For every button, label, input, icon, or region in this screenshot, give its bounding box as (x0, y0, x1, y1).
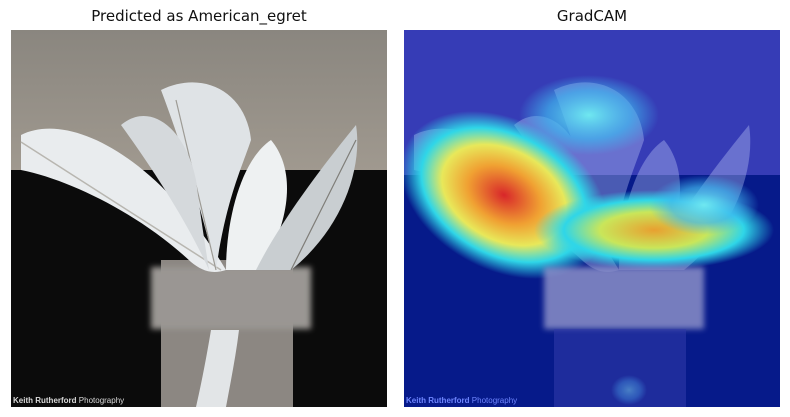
photo-watermark: Keith Rutherford Photography (13, 396, 125, 405)
heat-glow-right (649, 175, 759, 235)
gradcam-panel-title: GradCAM (556, 7, 628, 25)
feather-photo (11, 30, 387, 407)
blurred-region (151, 267, 311, 329)
gradcam-image: Keith Rutherford Photography (404, 30, 780, 407)
blurred-region (544, 267, 704, 329)
heat-glow-top (519, 75, 659, 155)
original-image: Keith Rutherford Photography (11, 30, 387, 407)
original-panel: Predicted as American_egret (11, 0, 387, 417)
original-panel-title: Predicted as American_egret (91, 7, 307, 25)
heatmap-watermark: Keith Rutherford Photography (406, 396, 518, 405)
gradcam-panel: GradCAM (404, 0, 780, 417)
feathers (20, 82, 358, 407)
gradcam-heatmap (404, 30, 780, 407)
